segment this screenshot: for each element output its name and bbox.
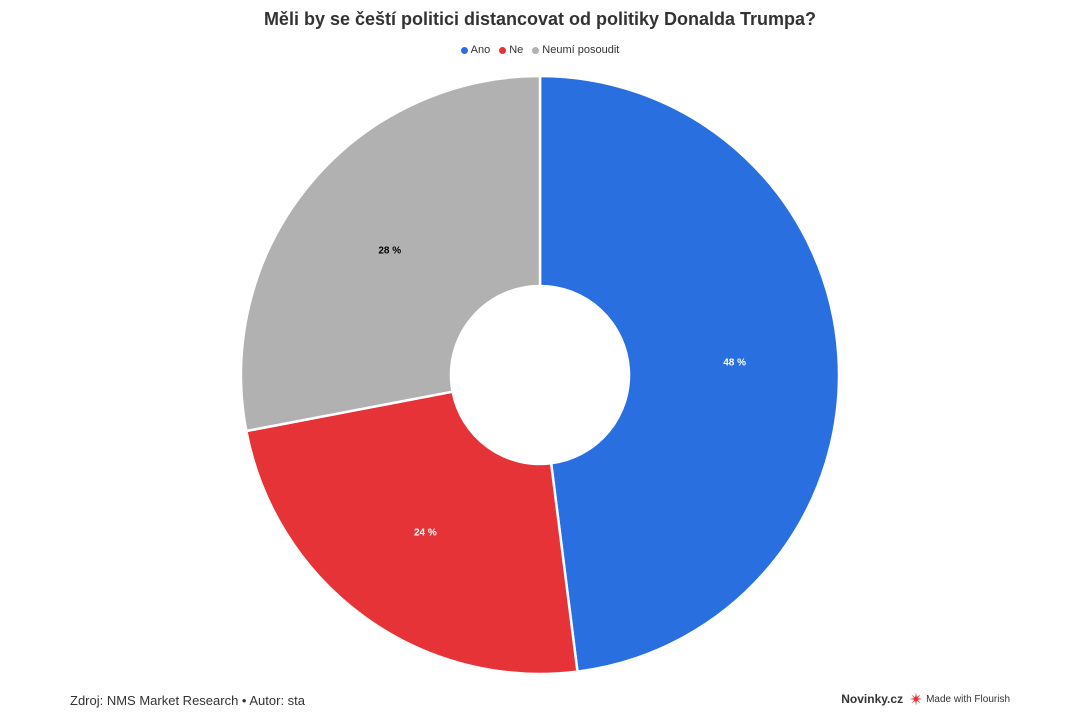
donut-slice-ano[interactable] bbox=[538, 74, 841, 674]
legend-item-ano[interactable]: Ano bbox=[460, 44, 491, 56]
legend-swatch-ne bbox=[499, 46, 507, 54]
legend-label-ne: Ne bbox=[509, 44, 524, 56]
legend-item-neumi-posoudit[interactable]: Neumí posoudit bbox=[532, 44, 619, 56]
donut-slice-neumi-posoudit[interactable] bbox=[239, 74, 542, 433]
made-with-flourish-label: Made with Flourish bbox=[926, 693, 1010, 705]
footer-branding: Novinky.cz Made with Flourish bbox=[841, 692, 1010, 706]
data-label-ne: 24 % bbox=[414, 527, 437, 538]
made-with-flourish-link[interactable]: Made with Flourish bbox=[909, 692, 1010, 706]
legend-swatch-neumi-posoudit bbox=[532, 46, 540, 54]
legend: Ano Ne Neumí posoudit bbox=[0, 44, 1080, 56]
legend-swatch-ano bbox=[460, 46, 468, 54]
legend-label-ano: Ano bbox=[470, 44, 491, 56]
brand-name: Novinky.cz bbox=[841, 692, 904, 706]
donut-slice-ne[interactable] bbox=[244, 390, 579, 676]
chart-title: Měli by se čeští politici distancovat od… bbox=[263, 9, 817, 29]
data-label-ano: 48 % bbox=[723, 357, 746, 368]
legend-label-neumi-posoudit: Neumí posoudit bbox=[542, 44, 620, 56]
flourish-icon bbox=[909, 692, 923, 706]
source-note: Zdroj: NMS Market Research • Autor: sta bbox=[70, 693, 306, 708]
legend-item-ne[interactable]: Ne bbox=[499, 44, 523, 56]
data-label-neumi-posoudit: 28 % bbox=[378, 245, 401, 256]
